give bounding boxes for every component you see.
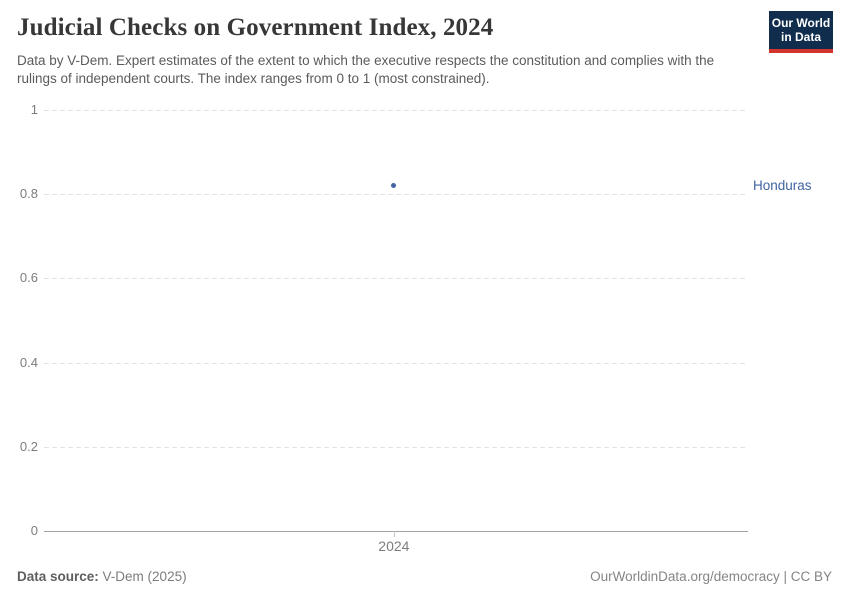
data-point-honduras[interactable] [391, 183, 397, 189]
y-axis-label: 0.8 [19, 186, 38, 202]
chart-subtitle: Data by V-Dem. Expert estimates of the e… [17, 53, 715, 86]
owid-logo[interactable]: Our World in Data [769, 11, 833, 53]
y-axis-label: 0.6 [19, 270, 38, 286]
gridline [44, 110, 748, 111]
y-axis-label: 0 [30, 523, 38, 538]
owid-logo-line2: in Data [780, 30, 821, 44]
data-source-note: Data source: V-Dem (2025) [17, 569, 187, 584]
x-axis-line [44, 531, 748, 532]
y-axis-label: 0.4 [19, 354, 38, 370]
chart-title: Judicial Checks on Government Index, 202… [17, 14, 494, 41]
footer-license-link[interactable]: OurWorldinData.org/democracy | CC BY [590, 569, 832, 584]
y-axis-label: 0.2 [19, 438, 38, 454]
gridline [44, 362, 748, 364]
owid-logo-line1: Our World [771, 16, 831, 30]
gridline [44, 194, 748, 196]
x-axis-tick [393, 531, 395, 537]
data-source-value: V-Dem (2025) [102, 569, 187, 584]
gridline [44, 278, 748, 280]
data-source-label: Data source: [17, 569, 99, 584]
entity-label-honduras[interactable]: Honduras [753, 177, 812, 193]
gridline [44, 446, 748, 448]
y-axis-label: 1 [30, 102, 38, 117]
x-axis-label: 2024 [378, 538, 410, 554]
